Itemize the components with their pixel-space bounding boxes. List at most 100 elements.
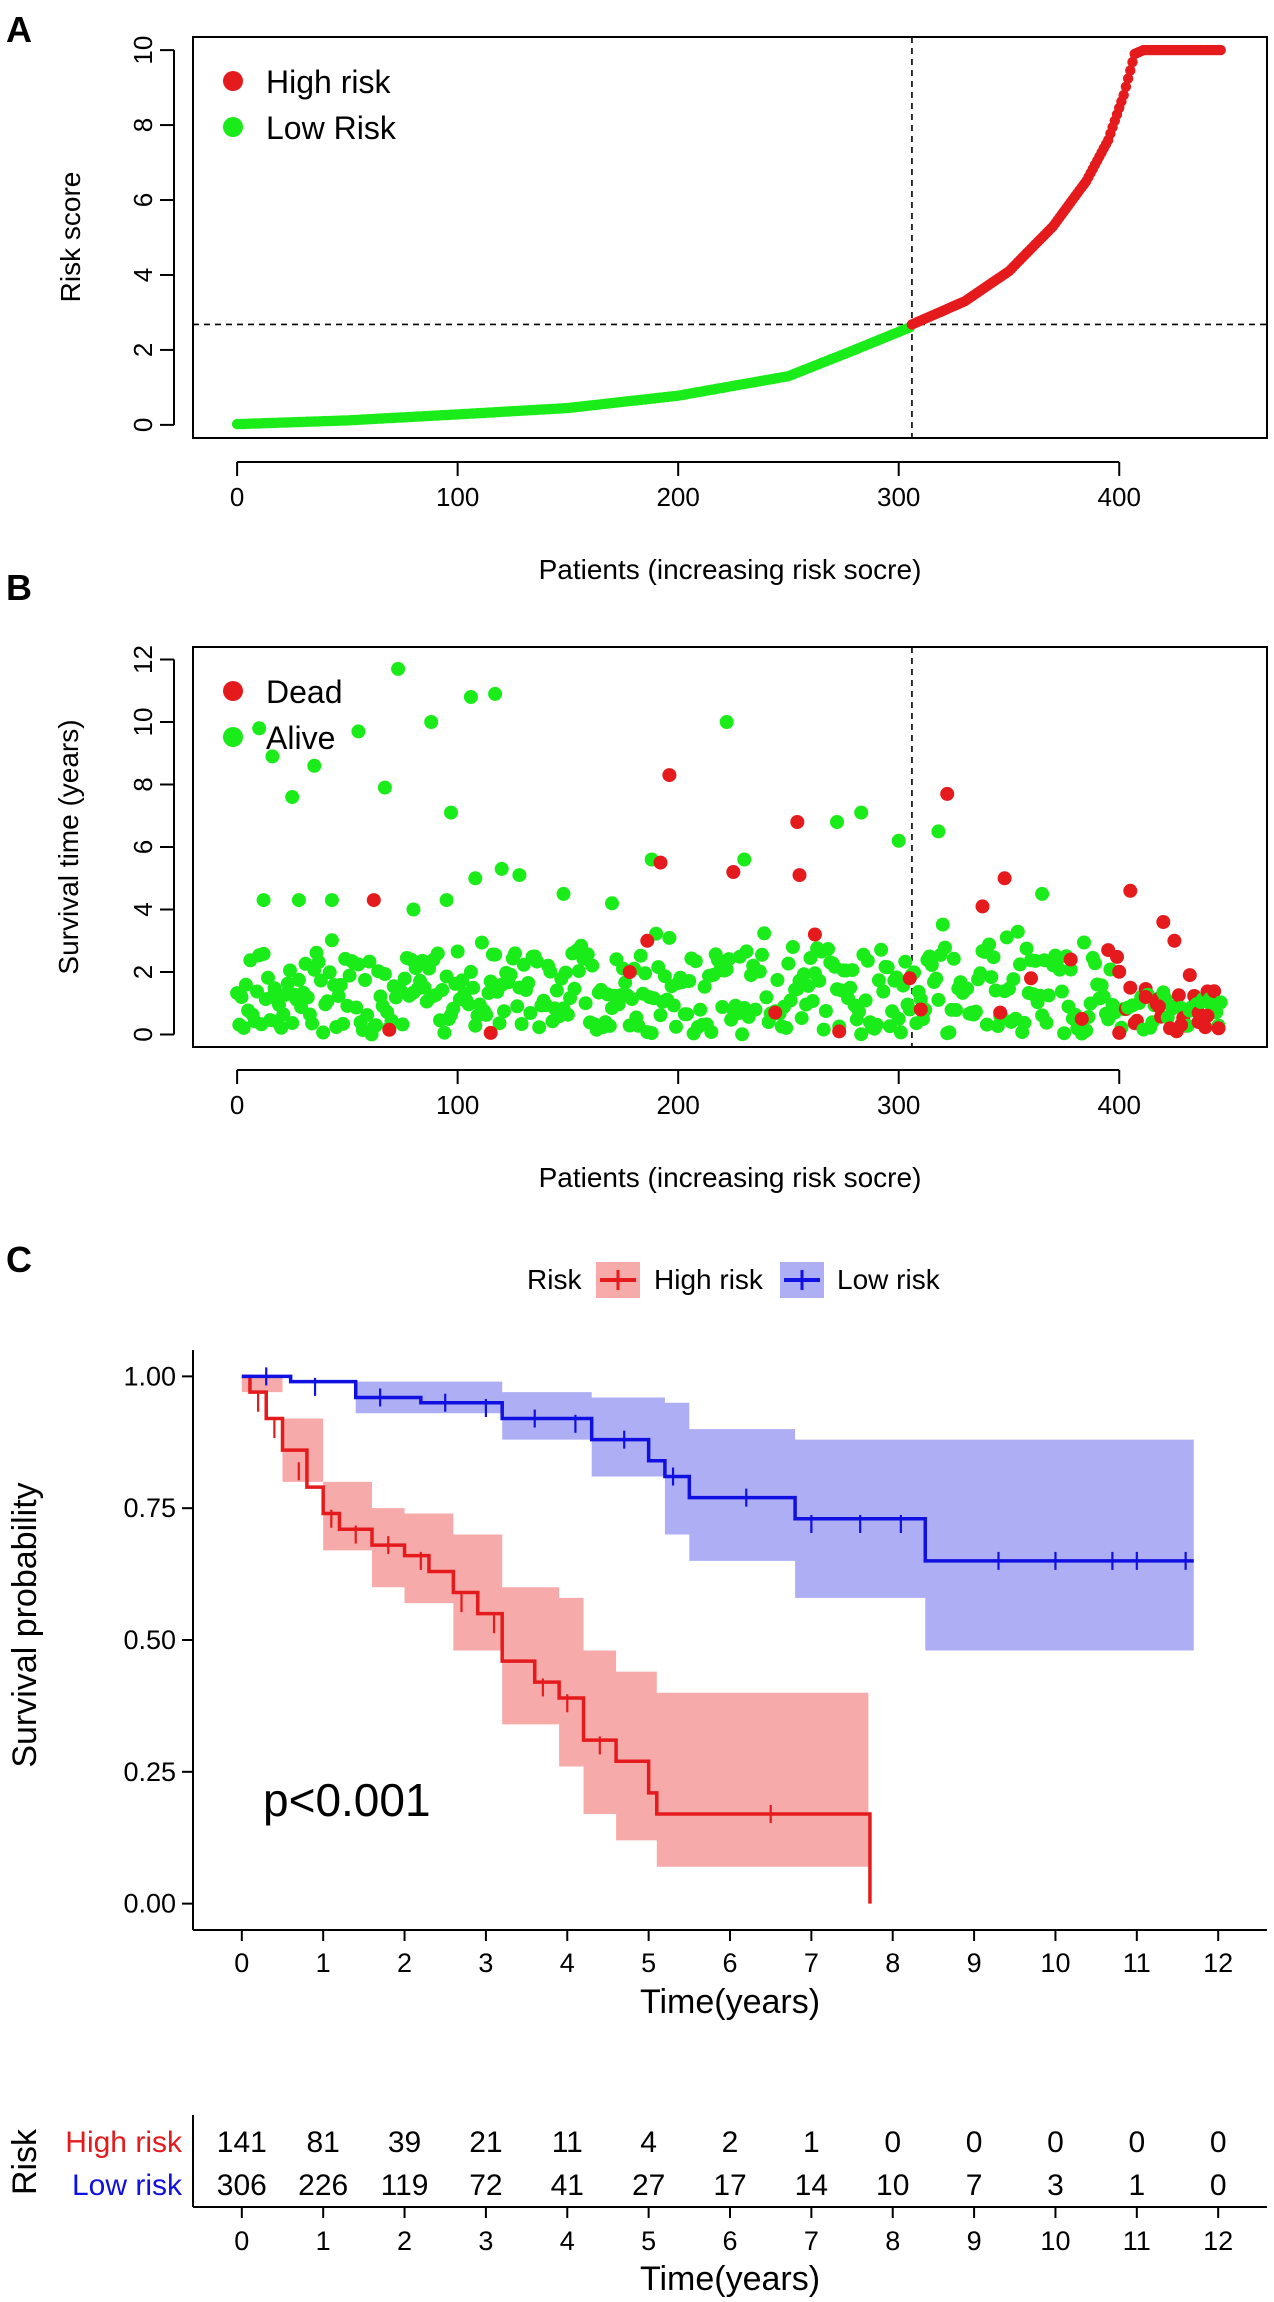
x-tick-label: 0 [230,482,244,512]
risk-table-cell: 141 [217,2126,267,2159]
alive-patient-point [267,981,282,996]
alive-patient-point [770,973,785,987]
dead-patient-point [726,865,741,879]
alive-patient-point [479,1007,494,1022]
alive-patient-point [938,940,952,955]
dead-patient-point [1123,883,1138,898]
km-y-tick-label: 1.00 [123,1361,176,1391]
km-x-tick-label: 5 [641,1948,656,1978]
alive-patient-point [913,992,928,1007]
alive-patient-point [439,893,454,908]
alive-patient-point [430,946,445,961]
x-tick-label: 400 [1098,482,1141,512]
dead-patient-point [1101,943,1116,958]
dead-patient-point [1151,999,1166,1014]
risk-table-x-tick-label: 2 [397,2226,412,2256]
dead-patient-point [1211,1021,1226,1036]
alive-patient-point [752,964,767,979]
km-x-tick-label: 11 [1123,1948,1151,1978]
km-legend-high-label: High risk [654,1264,764,1295]
alive-patient-point [492,1016,507,1031]
alive-patient-point [466,980,481,995]
alive-patient-point [785,940,800,954]
panel-label-c: C [6,1239,32,1280]
alive-patient-point [497,1004,511,1019]
dead-patient-point [807,927,822,942]
alive-patient-point [461,997,476,1012]
alive-patient-point [858,993,873,1008]
dead-patient-point [1156,915,1171,929]
panel-a-xlabel: Patients (increasing risk socre) [539,554,922,585]
alive-patient-point [783,993,798,1008]
km-x-tick-label: 8 [885,1948,900,1978]
km-x-tick-label: 1 [316,1948,331,1978]
risk-table-x-tick-label: 3 [478,2226,493,2256]
alive-patient-point [285,790,300,804]
alive-patient-point [397,971,412,986]
alive-patient-point [300,990,315,1005]
alive-patient-point [488,947,503,962]
dead-patient-point [1112,964,1127,979]
dead-patient-point [662,768,677,783]
y-tick-label: 8 [128,777,158,791]
alive-patient-point [578,996,593,1011]
risk-table-x-tick-label: 7 [804,2226,819,2256]
alive-patient-point [256,893,271,908]
alive-patient-point [342,968,357,983]
risk-table-cell: 2 [722,2126,739,2159]
alive-patient-point [324,933,339,948]
km-x-tick-label: 7 [804,1948,819,1978]
alive-patient-point [521,976,536,990]
risk-table-cell: 226 [298,2169,348,2202]
alive-patient-point [377,780,392,795]
alive-patient-point [283,963,297,978]
risk-table-x-tick-label: 8 [885,2226,900,2256]
alive-patient-point [1079,1023,1094,1038]
alive-patient-point [860,953,875,968]
alive-patient-point [680,1007,694,1022]
risk-table-cell: 0 [1210,2126,1227,2159]
alive-patient-point [898,954,913,969]
alive-patient-point [494,861,509,876]
risk-table-x-tick-label: 4 [560,2226,575,2256]
dead-patient-point [940,786,955,801]
y-tick-label: 2 [128,965,158,979]
alive-patient-point [358,973,372,987]
dead-patient-point [768,1005,783,1020]
x-tick-label: 0 [230,1090,244,1120]
dead-patient-point [366,893,381,908]
alive-patient-point [291,893,306,908]
dead-patient-point [913,1002,928,1017]
panel-b-axes: 0 100 200 300 400 0 2 4 6 8 10 12 [128,645,1141,1120]
alive-patient-point [854,1027,869,1042]
legend-dead-marker [223,681,243,701]
panel-b: 0 100 200 300 400 0 2 4 6 8 10 12 Patients (increas… [53,645,1268,1193]
alive-patient-point [543,964,558,979]
x-tick-label: 200 [656,482,699,512]
risk-table: Risk High risk Low risk 141 81 39 21 11 4 2 1 0 0… [6,2115,1267,2298]
alive-patient-point [759,990,774,1005]
alive-patient-point [285,1016,300,1030]
dead-patient-point [792,868,807,883]
alive-patient-point [924,958,939,972]
alive-patient-point [261,970,275,985]
alive-patient-point [801,978,816,993]
alive-patient-point [821,942,836,956]
risk-table-cell: 39 [388,2126,421,2159]
panel-a-points [231,44,1226,430]
alive-patient-point [1006,972,1021,987]
alive-patient-point [305,1016,320,1031]
x-tick-label: 400 [1098,1090,1141,1120]
alive-patient-point [444,805,458,820]
km-axes: 0.000.250.500.751.000 1 2 3 4 5 6 7 8 9 10 11 12 [123,1350,1267,1978]
alive-patient-point [391,661,406,676]
alive-patient-point [1213,995,1228,1010]
risk-table-cell: 7 [966,2169,983,2202]
risk-table-xlabel: Time(years) [640,2260,820,2298]
alive-patient-point [986,950,1001,965]
alive-patient-point [512,868,527,883]
alive-patient-point [516,957,531,972]
alive-patient-point [395,1017,410,1032]
alive-patient-point [949,1003,963,1017]
